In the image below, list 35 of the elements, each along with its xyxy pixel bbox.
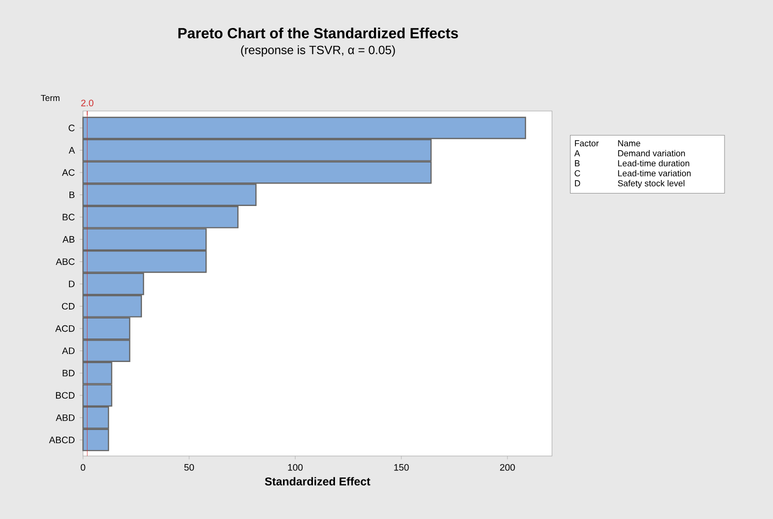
y-tick-label: D — [68, 280, 75, 288]
x-tick-label: 50 — [184, 464, 194, 471]
x-tick-label: 100 — [288, 464, 303, 471]
chart-subtitle: (response is TSVR, α = 0.05) — [241, 45, 395, 57]
text: C — [574, 170, 580, 176]
y-tick-label: CD — [62, 302, 75, 310]
x-axis-title: Standardized Effect — [264, 477, 370, 486]
y-tick-label: ABC — [56, 258, 75, 265]
y-tick-label: AD — [62, 348, 75, 354]
x-tick-label: 0 — [80, 464, 86, 471]
y-tick-label: B — [70, 192, 74, 198]
y-tick-label: BD — [62, 370, 75, 376]
y-tick-label: BCD — [56, 392, 75, 399]
text: A — [574, 150, 580, 156]
text: Name — [618, 140, 640, 146]
text: Demand variation — [618, 150, 685, 156]
y-tick-label: BC — [62, 214, 75, 220]
y-tick-label: ABD — [56, 414, 75, 421]
y-axis-title: Term — [40, 94, 60, 102]
y-tick-label: AC — [62, 169, 75, 176]
chart-title: Pareto Chart of the Standardized Effects — [178, 28, 458, 38]
y-tick-label: C — [68, 124, 75, 132]
text: D — [574, 180, 580, 186]
y-tick-label: A — [68, 147, 75, 154]
ref-line-label: 2.0 — [81, 100, 94, 106]
text: Safety stock level — [618, 180, 684, 188]
x-tick-label: 150 — [394, 464, 409, 471]
y-tick-label: AB — [62, 236, 74, 243]
x-tick-label: 200 — [500, 464, 515, 471]
text: Factor — [574, 140, 599, 146]
y-tick-label: ACD — [55, 325, 75, 332]
y-tick-label: ABCD — [49, 436, 75, 444]
text: Lead-time duration — [618, 160, 690, 166]
text: B — [574, 160, 580, 166]
text: Lead-time variation — [618, 170, 691, 176]
